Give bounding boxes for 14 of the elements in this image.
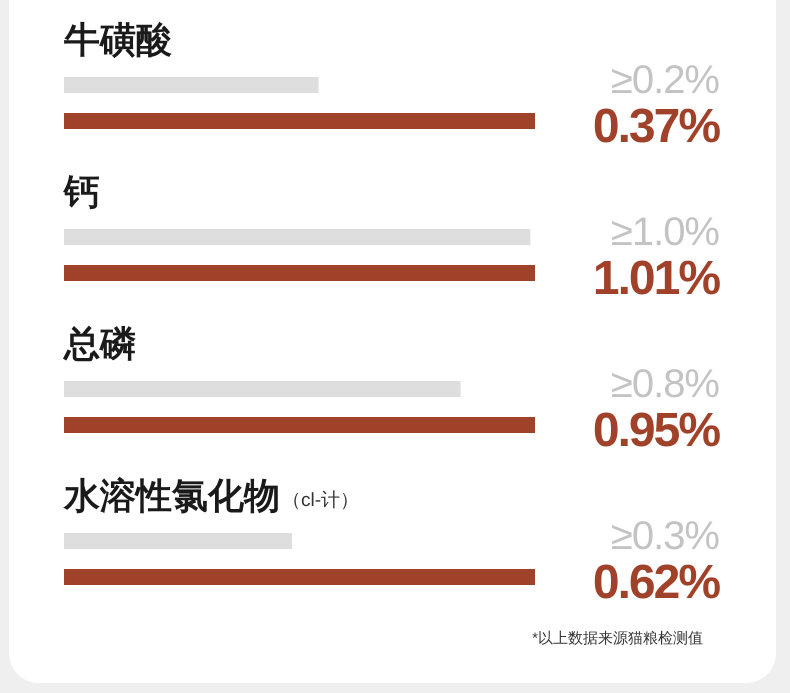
data-label: ≥0.2% bbox=[610, 58, 720, 102]
text: *以上数据来源猫粮检测值 bbox=[532, 630, 703, 647]
data-label: ≥1.0% bbox=[610, 210, 720, 254]
data-label: 0.62% bbox=[592, 556, 720, 609]
data-label: 0.37% bbox=[592, 100, 720, 153]
chart-title: 钙 bbox=[62, 171, 100, 212]
data-label: ≥0.8% bbox=[610, 362, 720, 406]
data-label: 0.95% bbox=[592, 404, 720, 457]
chart-title: 牛磺酸 bbox=[64, 19, 172, 60]
chart-title: 水溶性氯化物 bbox=[63, 475, 280, 516]
data-label: ≥0.3% bbox=[610, 514, 720, 558]
data-label: 1.01% bbox=[592, 252, 720, 305]
chart-subtitle: （cl-计） bbox=[282, 490, 360, 511]
chart-title: 总磷 bbox=[62, 323, 136, 364]
